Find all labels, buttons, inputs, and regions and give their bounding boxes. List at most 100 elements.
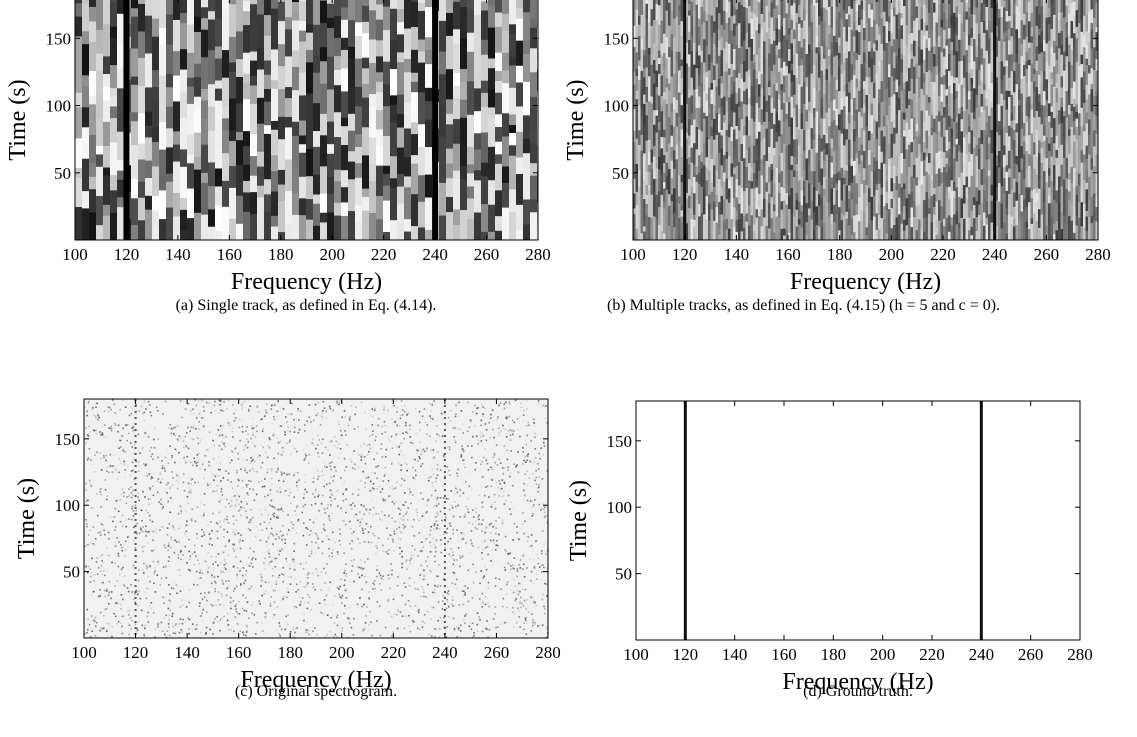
texture [890, 227, 894, 240]
texture [89, 188, 97, 213]
texture [778, 14, 781, 30]
texture [138, 142, 146, 160]
texture [650, 174, 654, 195]
texture [131, 507, 133, 510]
texture [890, 214, 894, 229]
texture [396, 627, 399, 630]
texture [116, 537, 118, 539]
texture [264, 590, 267, 593]
texture [250, 51, 258, 61]
texture [271, 215, 279, 227]
texture [1038, 227, 1041, 240]
texture [320, 46, 328, 62]
texture [1065, 65, 1069, 92]
texture [238, 495, 241, 498]
texture [685, 62, 689, 74]
texture [393, 519, 396, 522]
texture [299, 120, 307, 136]
texture [341, 67, 349, 92]
texture [840, 219, 844, 240]
texture [208, 185, 216, 210]
texture [1073, 81, 1076, 99]
texture [753, 223, 756, 232]
texture [805, 76, 809, 87]
texture [633, 178, 636, 194]
texture [490, 466, 492, 469]
texture [793, 191, 796, 217]
texture [320, 83, 328, 114]
texture [383, 173, 391, 186]
texture [840, 199, 844, 214]
texture [102, 570, 105, 572]
texture [743, 135, 746, 159]
texture [215, 120, 223, 147]
texture [1070, 182, 1074, 203]
texture [271, 8, 279, 35]
texture [1048, 0, 1051, 8]
texture [404, 218, 412, 232]
texture [1088, 176, 1091, 200]
texture [685, 158, 689, 181]
texture [1010, 70, 1014, 96]
texture [733, 197, 736, 208]
texture [758, 47, 761, 72]
texture [820, 219, 824, 228]
texture [800, 210, 804, 228]
texture [96, 402, 98, 405]
texture [1083, 203, 1086, 228]
texture [718, 113, 721, 133]
texture [765, 58, 769, 78]
texture [334, 37, 342, 57]
texture [513, 568, 516, 570]
texture [740, 78, 744, 102]
texture [775, 167, 779, 192]
texture [1030, 156, 1034, 171]
texture [1025, 226, 1029, 240]
texture [833, 76, 836, 100]
texture [910, 58, 914, 79]
texture [425, 63, 433, 88]
texture [348, 19, 356, 47]
texture [420, 450, 423, 452]
texture [1090, 132, 1094, 149]
texture [89, 568, 92, 570]
texture [222, 425, 225, 427]
texture [145, 530, 147, 533]
texture [675, 126, 679, 145]
texture [383, 165, 391, 174]
texture [484, 486, 487, 489]
texture [1003, 192, 1006, 211]
texture [950, 93, 954, 119]
texture [660, 147, 664, 174]
texture [938, 130, 941, 152]
texture [1005, 72, 1009, 91]
texture [475, 462, 477, 464]
texture [303, 430, 306, 432]
texture [438, 564, 440, 566]
texture [1035, 201, 1039, 222]
texture [910, 175, 914, 192]
texture [655, 45, 659, 61]
texture [850, 114, 854, 143]
texture [748, 0, 751, 7]
texture [1053, 142, 1056, 166]
texture [1010, 149, 1014, 171]
texture [830, 74, 834, 102]
texture [323, 485, 326, 488]
texture [89, 6, 97, 22]
texture [125, 518, 128, 521]
texture [425, 512, 428, 514]
texture [530, 71, 538, 98]
texture [823, 7, 826, 22]
texture [990, 0, 994, 9]
texture [119, 521, 122, 523]
texture [980, 143, 984, 170]
texture [1060, 75, 1064, 88]
texture [264, 35, 272, 61]
texture [635, 51, 639, 70]
texture [152, 0, 160, 19]
texture [1055, 17, 1059, 26]
texture [439, 73, 447, 106]
texture [475, 412, 478, 415]
texture [850, 233, 854, 240]
